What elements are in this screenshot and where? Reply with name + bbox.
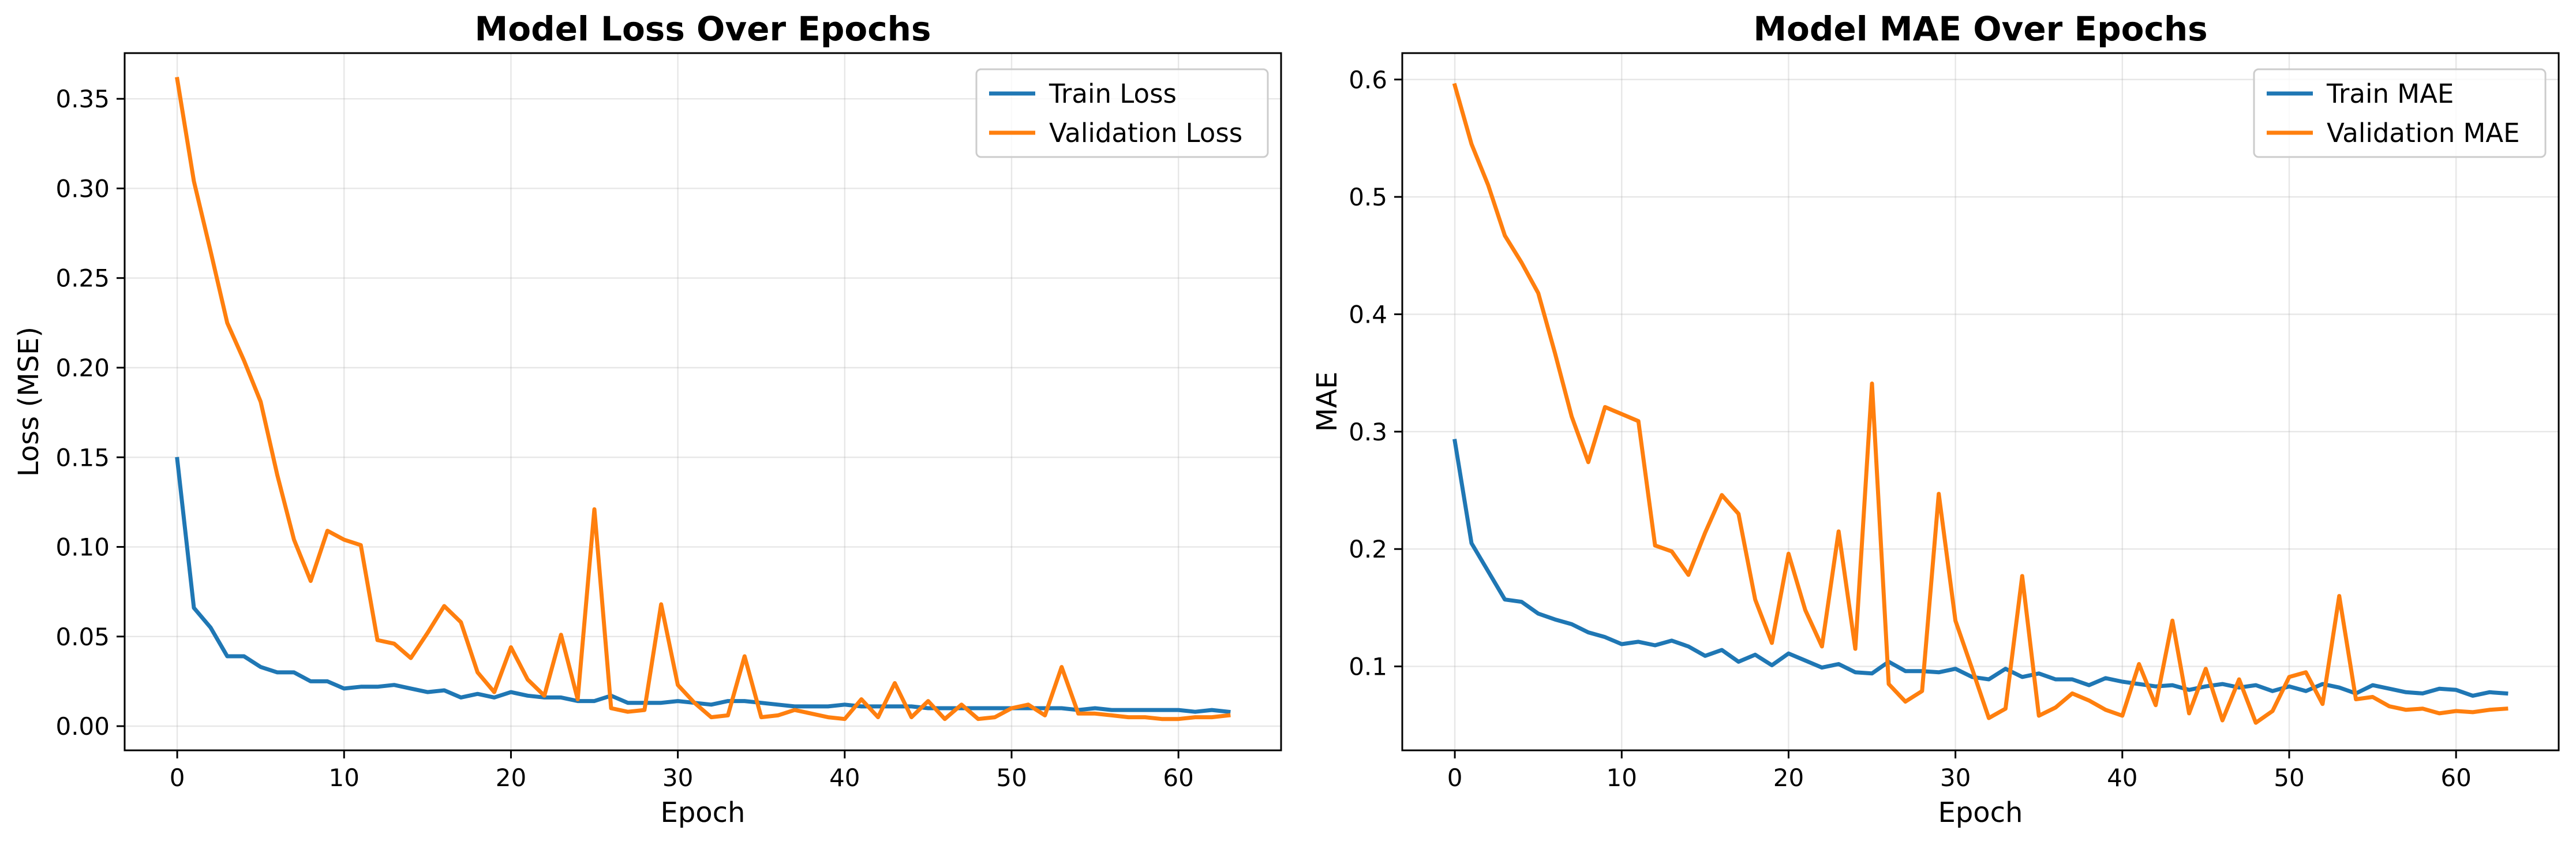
- x-tick-label: 20: [496, 764, 526, 792]
- y-tick-label: 0.00: [55, 712, 110, 741]
- y-tick-label: 0.35: [55, 85, 110, 113]
- legend: Train MAE Validation MAE: [2253, 68, 2547, 158]
- x-tick-label: 10: [1607, 764, 1637, 792]
- y-tick-label: 0.5: [1349, 183, 1387, 211]
- x-tick-label: 60: [2440, 764, 2471, 792]
- plot-frame: [1401, 52, 2560, 751]
- legend-box: [2253, 68, 2547, 158]
- x-tick-label: 10: [329, 764, 360, 792]
- y-tick-label: 0.15: [55, 443, 110, 472]
- plot-frame: [123, 52, 1282, 751]
- x-tick-label: 30: [1940, 764, 1971, 792]
- y-tick-label: 0.25: [55, 264, 110, 293]
- legend-box: [975, 68, 1269, 158]
- x-tick-label: 40: [829, 764, 860, 792]
- y-tick-label: 0.3: [1349, 418, 1387, 446]
- y-tick-label: 0.1: [1349, 653, 1387, 681]
- chart-title: Model Loss Over Epochs: [475, 9, 931, 48]
- y-tick-label: 0.05: [55, 623, 110, 651]
- x-axis-label: Epoch: [661, 797, 746, 829]
- series-line-validation-loss: [175, 76, 1231, 721]
- x-tick-label: 30: [662, 764, 693, 792]
- legend: Train Loss Validation Loss: [975, 68, 1269, 158]
- y-tick-label: 0.10: [55, 533, 110, 562]
- chart-panel-2: 0 10 20 30 40 50 60 0.1 0.2 0.3 0.4 0.5 0.6 Model MAE…: [1311, 9, 2560, 829]
- x-tick-label: 0: [170, 764, 185, 792]
- series-line-validation-mae: [1452, 83, 2508, 725]
- y-tick-label: 0.4: [1349, 300, 1387, 328]
- y-tick-label: 0.30: [55, 174, 110, 203]
- y-tick-label: 0.6: [1349, 66, 1387, 94]
- series-line-train-loss: [175, 457, 1231, 715]
- x-tick-label: 50: [2274, 764, 2304, 792]
- x-tick-label: 0: [1447, 764, 1463, 792]
- series-line-train-mae: [1452, 439, 2508, 698]
- y-axis-label: MAE: [1311, 372, 1343, 432]
- y-tick-label: 0.20: [55, 354, 110, 382]
- y-tick-label: 0.2: [1349, 535, 1387, 563]
- x-tick-label: 50: [996, 764, 1027, 792]
- x-tick-label: 40: [2107, 764, 2137, 792]
- legend-label: Validation MAE: [2327, 118, 2520, 148]
- x-axis-label: Epoch: [1938, 797, 2023, 829]
- legend-label: Train MAE: [2326, 78, 2454, 109]
- chart-panel-1: 0 10 20 30 40 50 60 0.00 0.05 0.10 0.15 0.20 0.25 0.3…: [13, 9, 1282, 829]
- x-tick-label: 20: [1773, 764, 1804, 792]
- legend-label: Train Loss: [1049, 78, 1177, 109]
- x-tick-label: 60: [1163, 764, 1193, 792]
- y-axis-label: Loss (MSE): [13, 327, 45, 477]
- chart-title: Model MAE Over Epochs: [1753, 9, 2207, 48]
- legend-label: Validation Loss: [1049, 118, 1242, 148]
